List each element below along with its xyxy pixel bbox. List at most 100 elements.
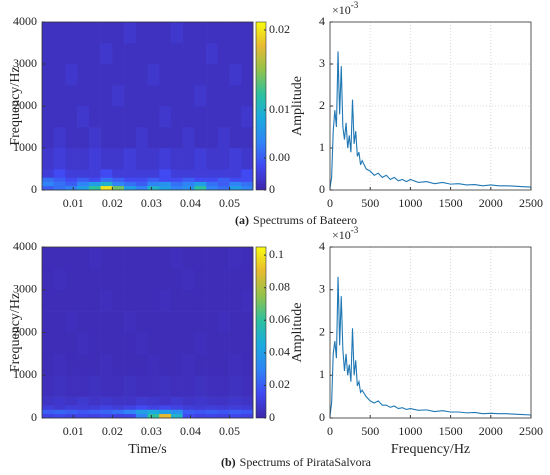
heatmap-cell: [194, 396, 207, 406]
colorbar: [255, 246, 267, 419]
heatmap-cell: [124, 127, 137, 149]
heatmap-cell: [88, 85, 101, 107]
heatmap-cell: [112, 85, 125, 107]
heatmap-cell: [206, 185, 219, 191]
heatmap-cell: [217, 247, 230, 269]
heatmap-cell: [159, 311, 172, 333]
heatmap-cell: [135, 43, 148, 65]
heatmap-cell: [112, 106, 125, 128]
heatmap-cell: [147, 353, 160, 376]
heatmap-cell: [53, 127, 66, 149]
heatmap-cell: [112, 409, 125, 415]
y-tick-label: 4000: [13, 14, 37, 28]
heatmap-cell: [88, 106, 101, 128]
heatmap-cell: [241, 169, 254, 178]
heatmap-cell: [241, 375, 254, 397]
heatmap-cell: [100, 181, 113, 187]
heatmap-cell: [182, 169, 195, 178]
heatmap-cell: [170, 177, 183, 182]
heatmap-cell: [77, 247, 90, 269]
heatmap-cell: [124, 353, 137, 376]
heatmap-cell: [42, 247, 55, 269]
heatmap-cell: [112, 311, 125, 333]
x-tick-label: 0: [327, 196, 333, 210]
y-exponent-power: -3: [351, 225, 359, 235]
heatmap-cell: [206, 127, 219, 149]
heatmap-cell: [112, 268, 125, 291]
heatmap-cell: [77, 405, 90, 410]
heatmap-cell: [241, 413, 254, 419]
heatmap-cell: [217, 64, 230, 86]
heatmap-cell: [65, 409, 78, 415]
heatmap-cell: [194, 181, 207, 187]
heatmap-cell: [241, 405, 254, 410]
heatmap-cell: [241, 177, 254, 182]
heatmap-cell: [194, 22, 207, 44]
heatmap-cell: [112, 289, 125, 312]
heatmap-cell: [159, 413, 172, 419]
heatmap-cell: [42, 185, 55, 191]
heatmap-cell: [88, 181, 101, 187]
heatmap-cell: [147, 413, 160, 419]
heatmap-cell: [182, 127, 195, 149]
heatmap-cell: [159, 22, 172, 44]
y-tick-label: 3: [319, 282, 325, 296]
heatmap-cell: [217, 181, 230, 187]
heatmap-cell: [147, 148, 160, 170]
heatmap-cell: [53, 396, 66, 406]
heatmap-cell: [77, 311, 90, 333]
heatmap-cell: [206, 169, 219, 178]
heatmap-cell: [124, 177, 137, 182]
y-tick-label: 2000: [13, 98, 37, 112]
heatmap-cell: [206, 396, 219, 406]
heatmap-cell: [65, 22, 78, 44]
heatmap-cell: [65, 405, 78, 410]
heatmap-cell: [53, 85, 66, 107]
heatmap-cell: [159, 268, 172, 291]
heatmap-cell: [112, 64, 125, 86]
heatmap-cell: [229, 311, 242, 333]
caption-text: Spectrums of PirataSalvora: [240, 455, 372, 469]
heatmap-cell: [159, 185, 172, 191]
heatmap-cell: [182, 332, 195, 355]
line-panel: 0 500 1000 1500 2000 2500 0 1 2 3 4 Amplitude Freque…: [290, 225, 543, 457]
heatmap-cell: [124, 268, 137, 291]
heatmap-cell: [42, 396, 55, 406]
caption: (b) Spectrums of PirataSalvora: [221, 455, 372, 469]
heatmap-cell: [241, 64, 254, 86]
heatmap-cell: [170, 289, 183, 312]
y-tick-label: 0: [31, 410, 37, 424]
heatmap-cell: [112, 247, 125, 269]
heatmap-cell: [77, 409, 90, 415]
heatmap-cell: [147, 127, 160, 149]
heatmap-cell: [65, 268, 78, 291]
heatmap-cell: [147, 22, 160, 44]
heatmap-cell: [170, 375, 183, 397]
heatmap-cell: [65, 247, 78, 269]
caption-text: Spectrums of Bateero: [253, 213, 357, 227]
heatmap-cell: [217, 332, 230, 355]
heatmap-cell: [112, 185, 125, 191]
heatmap-cell: [217, 405, 230, 410]
colorbar-tick-label: 0: [269, 410, 275, 424]
line-panel: 0 500 1000 1500 2000 2500 0 1 2 3 4 Amplitude ×10-3: [290, 0, 543, 210]
y-tick-label: 4: [319, 14, 325, 28]
heatmap-cell: [229, 409, 242, 415]
heatmap-cell: [112, 413, 125, 419]
heatmap-cell: [42, 409, 55, 415]
y-exponent-base: ×10: [332, 3, 351, 17]
heatmap-cell: [53, 268, 66, 291]
heatmap-cell: [65, 332, 78, 355]
y-tick-label: 1000: [13, 140, 37, 154]
heatmap-cell: [170, 413, 183, 419]
heatmap-cell: [65, 289, 78, 312]
heatmap-cell: [100, 332, 113, 355]
heatmap-cell: [53, 22, 66, 44]
y-exponent-power: -3: [351, 0, 359, 10]
heatmap-cell: [229, 405, 242, 410]
heatmap-cell: [182, 413, 195, 419]
heatmap-cell: [53, 247, 66, 269]
heatmap-cell: [170, 353, 183, 376]
heatmap-cell: [65, 375, 78, 397]
